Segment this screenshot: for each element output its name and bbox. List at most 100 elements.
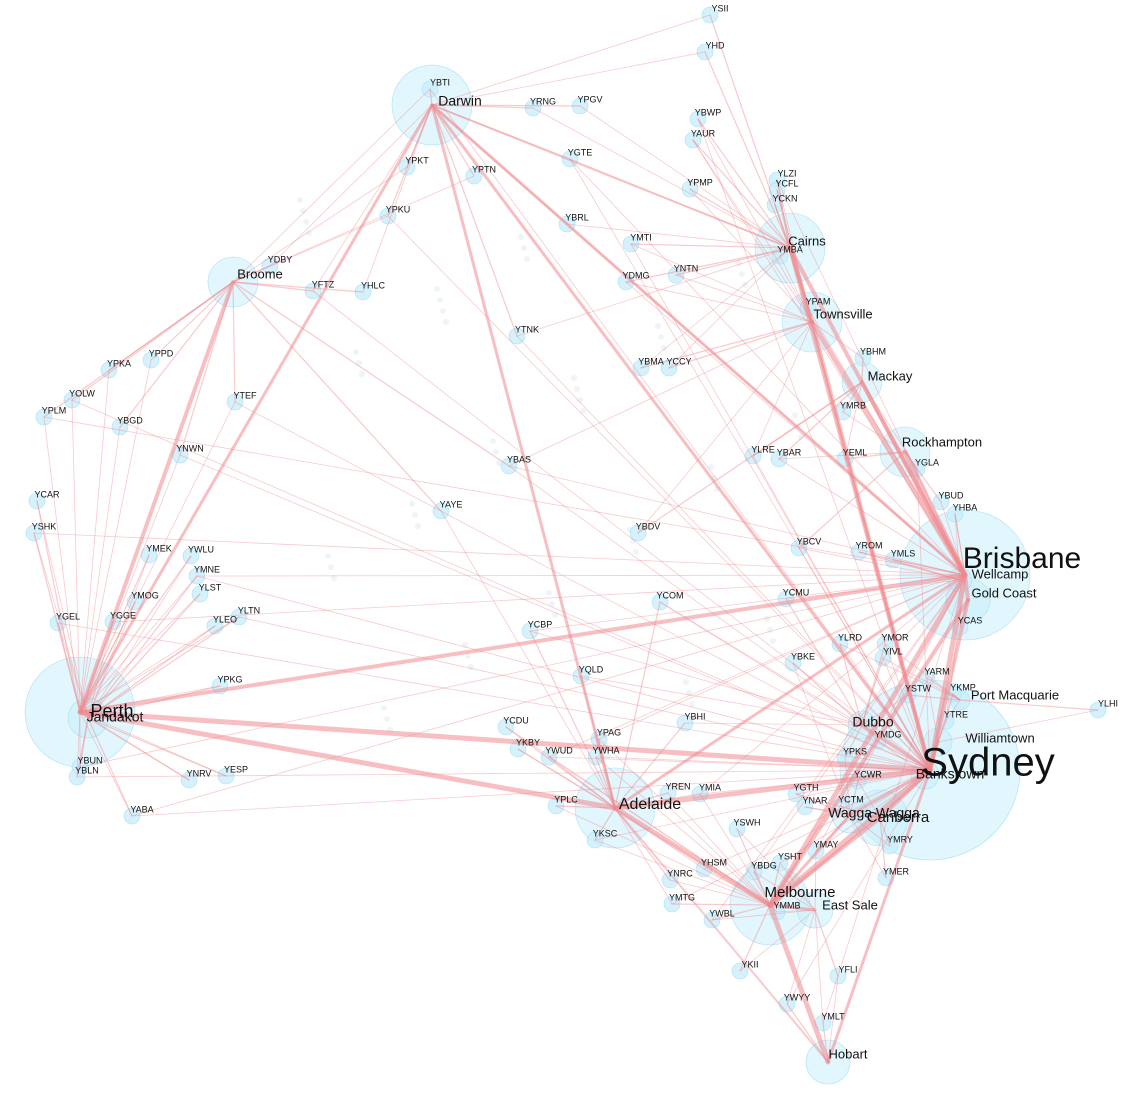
- city-label: Adelaide: [619, 796, 681, 813]
- edge: [79, 359, 152, 713]
- airport-code-label: YCMU: [783, 587, 810, 597]
- airport-code-label: YPGV: [577, 94, 602, 104]
- airport-code-label: YPAM: [806, 296, 831, 306]
- airport-code-label: YMBA: [777, 244, 803, 254]
- airport-code-label: YKMP: [950, 682, 976, 692]
- airport-code-label: YHBA: [953, 502, 978, 512]
- airport-code-label: YNTN: [674, 263, 699, 273]
- airport-code-label: YPTN: [472, 164, 496, 174]
- edge: [555, 805, 616, 809]
- edge: [857, 780, 881, 819]
- edge: [57, 622, 81, 713]
- edge: [555, 805, 771, 906]
- airport-code-label: YKSC: [593, 828, 618, 838]
- edge: [768, 813, 852, 907]
- background-dot: [764, 616, 770, 622]
- edge: [815, 814, 851, 852]
- edge: [594, 769, 931, 841]
- edge: [362, 104, 433, 293]
- edge: [779, 255, 813, 323]
- edge: [79, 717, 89, 768]
- node-labels: Sydney Brisbane Perth Melbourne Adelaide Darw…: [32, 3, 1118, 1061]
- node-circle: [571, 97, 589, 115]
- node-circle: [497, 718, 515, 736]
- node-circle: [884, 551, 902, 569]
- edge: [625, 247, 791, 283]
- city-label: Port Macquarie: [971, 687, 1059, 702]
- edge: [848, 768, 932, 817]
- edge: [807, 307, 931, 771]
- edge: [79, 711, 190, 781]
- edge: [78, 573, 967, 714]
- edge: [79, 621, 114, 713]
- edge: [923, 768, 932, 777]
- edge: [79, 593, 201, 713]
- edge: [739, 909, 816, 972]
- edge: [431, 51, 706, 106]
- edge: [767, 902, 831, 1065]
- edge: [430, 103, 932, 772]
- edge: [79, 601, 136, 713]
- node-circle: [684, 131, 702, 149]
- airport-code-label: YPPD: [149, 348, 174, 358]
- edge: [516, 335, 931, 771]
- node-circle: [500, 457, 518, 475]
- airport-code-label: YAYE: [440, 499, 463, 509]
- background-dot: [552, 612, 558, 618]
- edge: [675, 274, 813, 323]
- edge: [844, 724, 863, 759]
- city-label: Canberra: [867, 809, 930, 826]
- edge: [954, 513, 961, 581]
- node-circle: [771, 247, 789, 265]
- edge: [882, 657, 931, 771]
- edge: [431, 104, 475, 177]
- airport-code-label: YRNG: [530, 96, 556, 106]
- node-circle: [49, 614, 67, 632]
- edge: [861, 643, 886, 726]
- city-label: Rockhampton: [902, 434, 982, 449]
- background-dot: [736, 260, 742, 266]
- airport-code-label: YMOG: [131, 590, 159, 600]
- edge: [840, 805, 851, 816]
- airport-code-label: YMIA: [699, 782, 721, 792]
- node-circle: [100, 361, 118, 379]
- background-dot: [443, 319, 449, 325]
- node-circle: [432, 502, 450, 520]
- airport-code-label: YMTG: [669, 892, 695, 902]
- edge: [625, 281, 813, 323]
- edge: [952, 693, 961, 701]
- edge: [87, 685, 221, 719]
- airport-code-label: YMNE: [194, 564, 220, 574]
- edge: [940, 501, 966, 576]
- edge: [753, 871, 771, 906]
- edge: [669, 879, 771, 906]
- edge: [849, 814, 887, 879]
- airport-code-label: YNAR: [802, 795, 828, 805]
- edge: [811, 321, 864, 359]
- background-dot: [297, 197, 303, 203]
- node-circle: [111, 418, 129, 436]
- edge: [430, 103, 617, 810]
- background-dot: [689, 701, 695, 707]
- airport-code-label: YSII: [711, 3, 728, 13]
- airport-code-label: YCBP: [528, 619, 553, 629]
- edge: [78, 280, 235, 714]
- edge: [79, 554, 150, 713]
- edge: [387, 215, 931, 771]
- edge: [232, 215, 389, 283]
- city-label: Bankstown: [916, 766, 984, 782]
- airport-code-label: YARM: [924, 666, 949, 676]
- edge: [792, 662, 851, 816]
- airport-code-label: YGLA: [915, 457, 939, 467]
- edge: [753, 574, 966, 873]
- edge: [671, 903, 771, 906]
- edge: [613, 573, 967, 810]
- edge: [815, 574, 966, 852]
- background-dot: [549, 601, 555, 607]
- node-circle: [182, 547, 200, 565]
- edge: [774, 204, 791, 249]
- edge: [614, 807, 705, 870]
- edge: [929, 693, 954, 771]
- background-dot: [412, 512, 418, 518]
- edge: [529, 630, 863, 726]
